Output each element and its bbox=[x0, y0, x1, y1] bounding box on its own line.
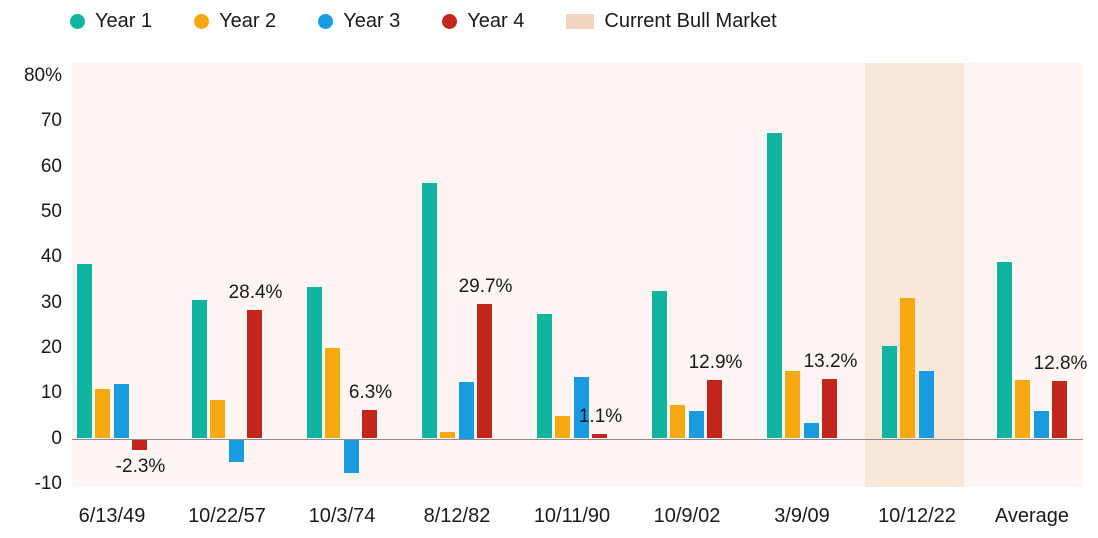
legend-item-year-1: Year 1 bbox=[70, 10, 152, 33]
legend-label: Year 4 bbox=[467, 10, 525, 32]
current-bull-market-swatch-icon bbox=[566, 14, 595, 29]
bar-year3-10-12-22 bbox=[918, 370, 934, 439]
bar-year2-10-12-22 bbox=[900, 298, 916, 439]
bar-year1-10-9-02 bbox=[651, 291, 667, 439]
bar-year4-Average bbox=[1052, 380, 1068, 439]
x-label-6-13-49: 6/13/49 bbox=[78, 505, 146, 527]
data-label-12.8: 12.8% bbox=[1033, 352, 1088, 374]
chart-legend: Year 1 Year 2 Year 3 Year 4 Current Bull Mar… bbox=[70, 10, 777, 33]
bar-year1-3-9-09 bbox=[766, 132, 782, 439]
y-tick-10: 10 bbox=[40, 382, 62, 404]
legend-label: Year 1 bbox=[95, 10, 153, 32]
year4-dot-icon bbox=[442, 14, 458, 29]
x-label-3-9-09: 3/9/09 bbox=[774, 505, 830, 527]
bar-year4-10-9-02 bbox=[707, 380, 723, 439]
y-tick-70: 70 bbox=[40, 110, 62, 132]
bar-year1-6-13-49 bbox=[76, 264, 92, 439]
y-tick--10: -10 bbox=[34, 472, 62, 494]
bar-year3-10-9-02 bbox=[688, 411, 704, 439]
year3-dot-icon bbox=[318, 14, 334, 29]
legend-label: Year 3 bbox=[343, 10, 401, 32]
bar-year2-10-11-90 bbox=[555, 415, 571, 439]
y-tick-0: 0 bbox=[51, 427, 62, 449]
y-tick-30: 30 bbox=[40, 291, 62, 313]
bar-year3-8-12-82 bbox=[458, 381, 474, 439]
bar-year4-10-22-57 bbox=[247, 309, 263, 439]
x-label-8-12-82: 8/12/82 bbox=[423, 505, 491, 527]
bar-year3-10-11-90 bbox=[573, 377, 589, 439]
bar-year3-6-13-49 bbox=[113, 384, 129, 439]
data-label-13.2: 13.2% bbox=[803, 350, 858, 372]
bar-year4-3-9-09 bbox=[822, 378, 838, 439]
y-tick-50: 50 bbox=[40, 201, 62, 222]
y-tick-80pct: 80% bbox=[23, 65, 62, 87]
legend-item-year-2: Year 2 bbox=[194, 10, 276, 33]
x-label-10-12-22: 10/12/22 bbox=[878, 505, 956, 527]
bar-year2-10-3-74 bbox=[325, 347, 341, 439]
data-label-1.1: 1.1% bbox=[578, 405, 623, 427]
bar-year3-3-9-09 bbox=[803, 422, 819, 439]
y-tick-60: 60 bbox=[40, 155, 62, 177]
legend-label: Year 2 bbox=[219, 10, 277, 32]
data-label-29.7: 29.7% bbox=[458, 275, 513, 297]
bar-year1-8-12-82 bbox=[421, 182, 437, 439]
bar-year1-Average bbox=[996, 261, 1012, 439]
x-label-average: Average bbox=[994, 505, 1070, 527]
legend-item-current-bull-market: Current Bull Market bbox=[566, 10, 777, 33]
data-label-28.4: 28.4% bbox=[228, 281, 283, 303]
bar-year2-10-22-57 bbox=[210, 399, 226, 439]
data-label-6.3: 6.3% bbox=[348, 381, 393, 403]
bar-year1-10-3-74 bbox=[306, 286, 322, 439]
bar-year3-10-3-74 bbox=[343, 439, 359, 474]
bar-year2-Average bbox=[1015, 379, 1031, 439]
data-label-12.9: 12.9% bbox=[688, 352, 743, 374]
plot-area bbox=[72, 63, 1083, 487]
bar-year2-3-9-09 bbox=[785, 370, 801, 439]
legend-item-year-4: Year 4 bbox=[442, 10, 524, 33]
bar-year1-10-12-22 bbox=[881, 345, 897, 439]
y-tick-20: 20 bbox=[40, 336, 62, 358]
bar-year4-10-3-74 bbox=[362, 409, 378, 439]
bar-year1-10-22-57 bbox=[191, 300, 207, 439]
year1-dot-icon bbox=[70, 14, 85, 29]
data-label--2.3: -2.3% bbox=[115, 455, 166, 477]
y-tick-40: 40 bbox=[40, 246, 62, 268]
year2-dot-icon bbox=[194, 14, 210, 29]
legend-item-year-3: Year 3 bbox=[318, 10, 400, 33]
bar-year3-10-22-57 bbox=[228, 439, 244, 463]
bar-year2-10-9-02 bbox=[670, 404, 686, 439]
bar-year2-8-12-82 bbox=[440, 431, 456, 439]
x-label-10-9-02: 10/9/02 bbox=[653, 505, 721, 527]
zero-axis-line bbox=[72, 438, 1083, 440]
x-label-10-11-90: 10/11/90 bbox=[533, 505, 611, 527]
bar-year4-6-13-49 bbox=[132, 439, 148, 450]
x-label-10-22-57: 10/22/57 bbox=[188, 505, 266, 527]
x-label-10-3-74: 10/3/74 bbox=[308, 505, 376, 527]
bar-year2-6-13-49 bbox=[95, 388, 111, 439]
bar-year3-Average bbox=[1033, 411, 1049, 439]
bar-year4-8-12-82 bbox=[477, 303, 493, 439]
bar-year4-10-11-90 bbox=[592, 433, 608, 439]
legend-label: Current Bull Market bbox=[604, 10, 777, 32]
bar-year1-10-11-90 bbox=[536, 313, 552, 439]
